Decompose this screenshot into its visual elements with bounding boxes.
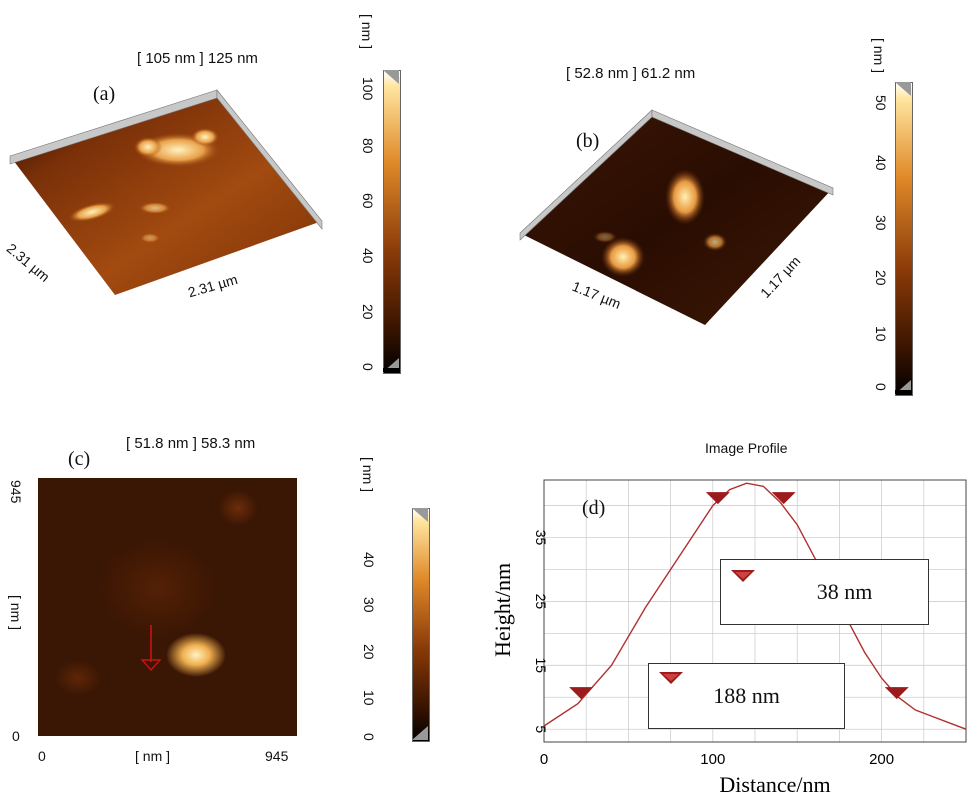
- panel-c-scale-tick: 40: [361, 552, 377, 568]
- panel-b-scale-unit: [ nm ]: [871, 38, 887, 74]
- panel-a-scale-tick: 0: [360, 363, 376, 371]
- panel-c-scale-tick: 0: [361, 733, 377, 741]
- panel-c-x-left: 0: [38, 748, 46, 764]
- panel-b-scale-tick: 50: [873, 95, 889, 111]
- y-tick-label: 5: [533, 725, 549, 733]
- profile-marker: [705, 492, 730, 505]
- box-marker-icon: [659, 672, 683, 684]
- panel-c-x-right: 945: [265, 748, 289, 764]
- panel-a-scale-tick: 80: [360, 138, 376, 154]
- panel-c-range: [ 51.8 nm ] 58.3 nm: [126, 435, 256, 452]
- profile-chart: 0 100 200 5 15 25 35 Distance/nm Height/nm: [490, 479, 967, 795]
- panel-a-scale-tick: 20: [360, 304, 376, 320]
- panel-a-range: [ 105 nm ] 125 nm: [137, 50, 258, 67]
- panel-a-scale-tick: 100: [360, 77, 376, 101]
- x-axis-label: Distance/nm: [719, 772, 830, 795]
- profile-line: [543, 482, 967, 730]
- panel-a-scale-unit: [ nm ]: [359, 14, 375, 50]
- width-annotation-box: 188 nm: [648, 663, 845, 729]
- profile-marker: [771, 492, 796, 505]
- panel-b-scale-tick: 20: [873, 270, 889, 286]
- chart-title: Image Profile: [705, 440, 788, 456]
- y-tick-label: 35: [533, 530, 549, 546]
- panel-b-scale-tick: 10: [873, 326, 889, 342]
- x-tick-label: 100: [700, 751, 725, 768]
- profile-marker: [569, 687, 594, 700]
- x-tick-label: 0: [540, 751, 548, 768]
- width-annotation: 188 nm: [713, 683, 780, 708]
- panel-b-label: (b): [576, 130, 600, 152]
- panel-a-color-scale: [383, 70, 401, 374]
- y-axis-label: Height/nm: [490, 563, 515, 657]
- panel-c-scale-tick: 10: [361, 690, 377, 706]
- panel-d-label: (d): [582, 497, 606, 519]
- panel-b-range: [ 52.8 nm ] 61.2 nm: [566, 65, 696, 82]
- panel-a-label: (a): [93, 83, 116, 105]
- panel-c-scale-tick: 30: [361, 597, 377, 613]
- panel-a-scale-tick: 60: [360, 193, 376, 209]
- panel-c-label: (c): [68, 448, 91, 470]
- panel-c-x-unit: [ nm ]: [135, 748, 171, 764]
- panel-b-color-scale: [895, 82, 913, 396]
- box-marker-icon: [731, 570, 755, 582]
- panel-c-scale-tick: 20: [361, 644, 377, 660]
- panel-b-afm-3d-surface: [519, 109, 834, 325]
- panel-b-scale-tick: 30: [873, 215, 889, 231]
- y-tick-label: 25: [533, 594, 549, 610]
- panel-c-scale-unit: [ nm ]: [360, 457, 376, 493]
- panel-b-scale-tick: 40: [873, 155, 889, 171]
- panel-c-y-unit: [ nm ]: [8, 595, 24, 631]
- panel-b-scale-tick: 0: [873, 383, 889, 391]
- profile-marker: [884, 687, 909, 700]
- panel-c-y-bottom: 0: [12, 728, 20, 744]
- panel-c-y-top: 945: [8, 480, 24, 504]
- x-tick-label: 200: [869, 751, 894, 768]
- panel-c-color-scale: [412, 508, 430, 742]
- y-tick-label: 15: [533, 658, 549, 674]
- panel-a-scale-tick: 40: [360, 248, 376, 264]
- panel-c-profile-arrow: [140, 625, 162, 672]
- panel-a-afm-3d-surface: [9, 89, 323, 295]
- panel-c-afm-image: [38, 478, 297, 736]
- height-annotation: 38 nm: [816, 579, 873, 604]
